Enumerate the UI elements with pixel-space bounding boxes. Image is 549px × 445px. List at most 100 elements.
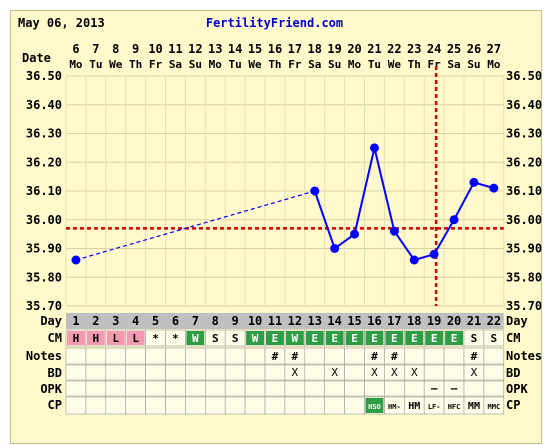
weekday-label: Th xyxy=(129,58,142,71)
bd-row-label-right: BD xyxy=(506,366,520,380)
cm-value: L xyxy=(112,332,119,345)
cycle-day: 20 xyxy=(447,314,461,328)
date-label: 16 xyxy=(268,42,282,56)
cm-value: L xyxy=(132,332,139,345)
date-label: 24 xyxy=(427,42,441,56)
weekday-label: We xyxy=(388,58,402,71)
table-cell xyxy=(185,380,206,397)
date-label: 9 xyxy=(132,42,139,56)
y-tick-label-right: 36.10 xyxy=(506,184,542,198)
weekday-label: Su xyxy=(467,58,480,71)
table-cell xyxy=(324,396,345,415)
cm-value: W xyxy=(192,332,199,345)
date-label: 26 xyxy=(467,42,481,56)
notes-value: # xyxy=(292,350,299,363)
date-label: 6 xyxy=(72,42,79,56)
cycle-day: 22 xyxy=(487,314,501,328)
cm-value: W xyxy=(252,332,259,345)
cm-value: S xyxy=(212,332,219,345)
y-tick-label-left: 36.20 xyxy=(26,155,62,169)
table-cell xyxy=(145,396,166,415)
cycle-day: 2 xyxy=(92,314,99,328)
table-cell xyxy=(205,364,226,381)
date-label: 10 xyxy=(148,42,162,56)
date-label: 13 xyxy=(208,42,222,56)
cm-value: H xyxy=(93,332,100,345)
table-cell xyxy=(284,396,306,415)
cycle-day: 9 xyxy=(232,314,239,328)
cycle-day: 17 xyxy=(387,314,401,328)
weekday-label: Sa xyxy=(447,58,460,71)
y-tick-label-left: 36.00 xyxy=(26,213,62,227)
cp-value: MMC xyxy=(488,403,501,411)
cm-value: S xyxy=(471,332,478,345)
table-cell xyxy=(65,364,87,381)
table-cell xyxy=(165,364,186,381)
cm-value: * xyxy=(152,332,159,345)
cm-cell-fill xyxy=(365,331,384,345)
date-label: 19 xyxy=(327,42,341,56)
date-label: 15 xyxy=(248,42,262,56)
weekday-label: Mo xyxy=(487,58,501,71)
table-cell xyxy=(85,396,107,415)
cm-cell-fill xyxy=(425,331,444,345)
cp-row-label-left: CP xyxy=(48,398,62,412)
table-cell xyxy=(145,380,166,397)
notes-row-label-right: Notes xyxy=(506,349,542,363)
table-cell xyxy=(483,396,505,415)
table-cell xyxy=(423,347,445,365)
temp-point xyxy=(71,255,81,265)
day-row-label-left: Day xyxy=(40,314,62,328)
weekday-label: Su xyxy=(328,58,341,71)
y-tick-label-left: 36.10 xyxy=(26,184,62,198)
notes-value: # xyxy=(272,350,279,363)
temp-point xyxy=(330,244,340,253)
weekday-label: Th xyxy=(408,58,421,71)
table-cell xyxy=(165,380,186,397)
weekday-label: Fr xyxy=(288,58,302,71)
y-tick-label-left: 35.80 xyxy=(26,270,62,284)
table-cell xyxy=(205,396,226,415)
cm-cell-fill xyxy=(345,331,364,345)
date-label: 7 xyxy=(92,42,99,56)
notes-row-label-left: Notes xyxy=(26,349,62,363)
cycle-day: 10 xyxy=(248,314,262,328)
cm-cell-fill xyxy=(405,331,424,345)
cycle-day: 5 xyxy=(152,314,159,328)
weekday-label: Mo xyxy=(69,58,83,71)
cm-value: E xyxy=(391,332,398,345)
y-tick-label-left: 35.90 xyxy=(26,242,62,256)
weekday-label: Tu xyxy=(368,58,381,71)
cm-value: E xyxy=(451,332,458,345)
temp-gap-line xyxy=(75,190,315,261)
cycle-day: 4 xyxy=(132,314,139,328)
y-tick-label-right: 36.30 xyxy=(506,127,542,141)
table-cell xyxy=(125,396,146,415)
day-row-label-right: Day xyxy=(506,314,528,328)
site-name[interactable]: FertilityFriend.com xyxy=(205,16,344,30)
cm-value: E xyxy=(272,332,279,345)
cm-value: H xyxy=(73,332,80,345)
cm-cell-fill xyxy=(106,331,125,345)
table-cell xyxy=(304,396,325,415)
table-cell xyxy=(483,347,505,365)
y-tick-label-right: 36.40 xyxy=(506,98,542,112)
date-row-label: Date xyxy=(22,51,51,65)
table-cell xyxy=(344,347,365,365)
bd-value: X xyxy=(471,366,478,379)
cp-value: LF- xyxy=(428,403,441,411)
table-cell xyxy=(185,364,206,381)
cp-value: MM xyxy=(468,401,480,412)
weekday-label: Tu xyxy=(89,58,102,71)
cp-value: HM xyxy=(408,401,420,412)
cm-cell-fill xyxy=(67,331,85,345)
cm-value: E xyxy=(411,332,418,345)
cycle-day: 15 xyxy=(347,314,361,328)
cm-value: * xyxy=(172,332,179,345)
cm-row-label-left: CM xyxy=(48,331,62,345)
table-cell xyxy=(65,396,87,415)
cm-cell-fill xyxy=(285,331,304,345)
weekday-label: Fr xyxy=(149,58,163,71)
weekday-label: We xyxy=(109,58,123,71)
